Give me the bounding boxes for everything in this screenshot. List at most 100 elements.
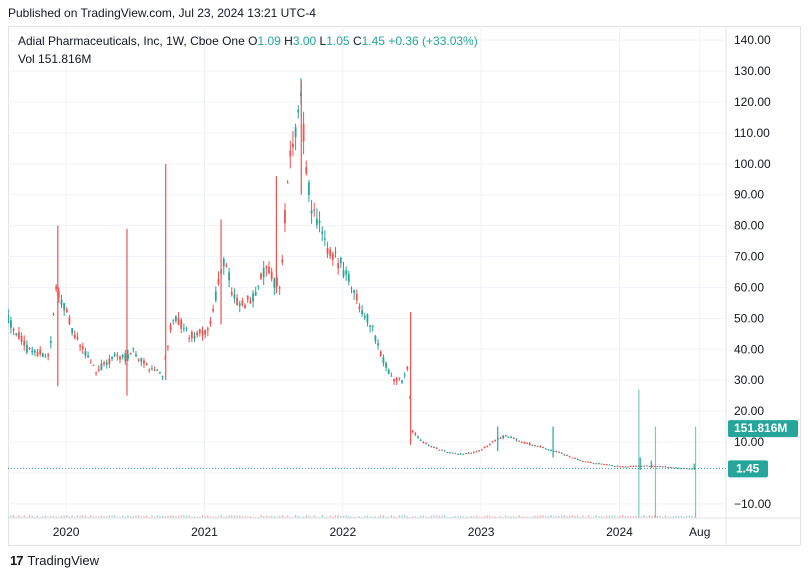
volume-bar — [513, 516, 515, 518]
volume-bar — [284, 516, 286, 518]
candle-body — [558, 451, 560, 453]
volume-bar — [305, 515, 307, 518]
candle-body — [403, 374, 406, 376]
candle-body — [281, 259, 284, 263]
volume-bar — [659, 515, 661, 518]
volume-bar — [257, 516, 259, 518]
candle-body — [337, 263, 340, 269]
volume-bar — [422, 515, 424, 518]
candle-body — [499, 438, 502, 440]
volume-bar — [252, 516, 254, 518]
brand-name[interactable]: TradingView — [27, 553, 100, 568]
volume-bar — [199, 516, 201, 518]
volume-bar — [300, 516, 302, 518]
volume-bar — [651, 515, 653, 518]
candle-body — [688, 468, 691, 470]
volume-bar — [561, 515, 563, 518]
candle-body — [605, 464, 608, 466]
candle-body — [292, 143, 294, 148]
candle-body — [621, 466, 624, 468]
candle-body — [294, 127, 297, 138]
volume-bar — [316, 516, 318, 518]
volume-bar — [356, 516, 358, 518]
candle-body — [449, 452, 451, 454]
candle-body — [297, 109, 300, 113]
candle-body — [401, 380, 403, 383]
candle-body — [629, 466, 632, 468]
volume-bar — [361, 516, 363, 518]
volume-bar — [430, 515, 432, 518]
volume-bar — [534, 515, 536, 518]
candle-body — [459, 453, 462, 455]
volume-bar — [31, 516, 33, 518]
price-badge — [728, 460, 768, 478]
candle-body — [103, 362, 105, 365]
volume-bar — [185, 515, 188, 518]
y-tick-label: 110.00 — [734, 126, 770, 140]
volume-bar — [603, 516, 605, 518]
candle-body — [76, 337, 79, 340]
candle-body — [246, 295, 249, 300]
candle-body — [443, 450, 446, 452]
volume-bar — [510, 516, 512, 518]
volume-bar — [321, 515, 323, 518]
volume-bar — [15, 516, 17, 518]
volume-bar — [204, 516, 206, 518]
volume-bar — [308, 515, 310, 518]
volume-bar — [106, 516, 108, 518]
volume-bar — [260, 515, 262, 518]
price-badges: 151.816M 1.45 — [728, 420, 798, 478]
volume-badge-text: 151.816M — [734, 421, 787, 435]
volume-bar — [268, 516, 270, 518]
volume-bar — [577, 515, 579, 518]
candle-body — [262, 267, 265, 278]
candle-body — [576, 458, 579, 460]
volume-bar — [436, 515, 438, 518]
candle-body — [31, 350, 34, 353]
volume-bar — [627, 515, 629, 518]
volume-bar — [571, 515, 573, 518]
volume-bar — [207, 515, 209, 518]
volume-bar — [132, 516, 134, 518]
volume-bar — [273, 516, 275, 518]
high-label: H — [284, 34, 293, 48]
candle-body — [331, 253, 334, 260]
candle-body — [398, 377, 401, 379]
volume-bar — [404, 515, 406, 518]
candle-body — [643, 465, 646, 467]
volume-bar — [249, 516, 251, 518]
candle-body — [318, 220, 321, 223]
volume-bar — [164, 516, 166, 518]
candle-body — [515, 439, 518, 441]
candle-body — [12, 328, 15, 331]
volume-bar — [18, 515, 20, 518]
volume-bar — [47, 516, 49, 518]
y-tick-label: 30.00 — [734, 373, 764, 387]
volume-bar — [124, 516, 126, 518]
candle-body — [119, 356, 121, 360]
candle-body — [39, 349, 42, 355]
candle-body — [427, 445, 430, 447]
candle-body — [73, 334, 76, 339]
candle-body — [603, 463, 606, 465]
candle-body — [568, 456, 571, 458]
candle-body — [241, 300, 244, 306]
y-tick-label: 10.00 — [734, 435, 764, 449]
candle-body — [151, 368, 153, 370]
candle-body — [590, 461, 592, 463]
x-tick-label: 2023 — [468, 525, 495, 539]
candle-body — [584, 461, 587, 463]
candle-body — [129, 352, 132, 354]
volume-bar — [318, 516, 321, 518]
volume-bar — [385, 516, 387, 518]
candle-body — [236, 297, 238, 306]
candlestick-chart[interactable]: 140.00 130.00 120.00 110.00 100.00 90.00 80.00… — [8, 26, 801, 546]
volume-bar — [667, 516, 669, 518]
volume-bar — [483, 516, 486, 518]
candle-body — [600, 463, 603, 465]
volume-bar — [382, 515, 384, 518]
candle-body — [342, 270, 345, 277]
volume-bar — [632, 515, 635, 518]
candle-body — [377, 343, 379, 346]
volume-bar — [271, 515, 273, 518]
